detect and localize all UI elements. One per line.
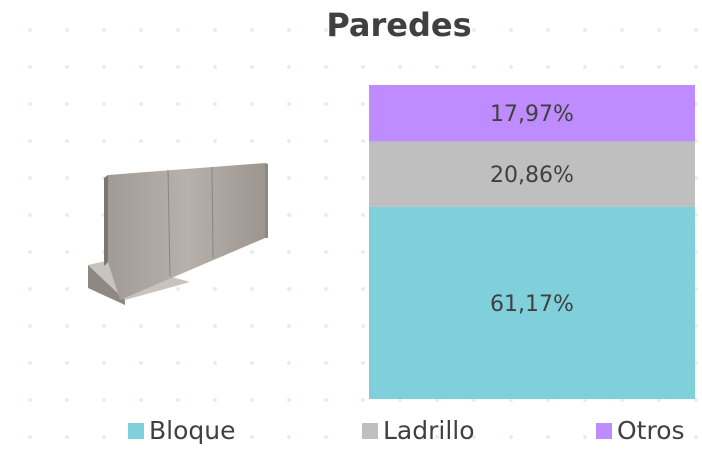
data-label: 20,86% xyxy=(490,163,574,188)
chart-title: Paredes xyxy=(326,6,471,44)
legend-label: Otros xyxy=(617,416,685,445)
legend-swatch xyxy=(128,423,144,439)
bar-segment xyxy=(369,141,695,207)
bar-segment xyxy=(369,85,695,142)
legend-swatch xyxy=(362,423,378,439)
wall-illustration xyxy=(88,163,268,305)
data-label: 61,17% xyxy=(490,292,574,317)
legend-label: Bloque xyxy=(149,416,236,445)
data-label: 17,97% xyxy=(490,102,574,127)
legend-swatch xyxy=(596,423,612,439)
legend-label: Ladrillo xyxy=(383,416,475,445)
bar-segment xyxy=(369,206,695,399)
